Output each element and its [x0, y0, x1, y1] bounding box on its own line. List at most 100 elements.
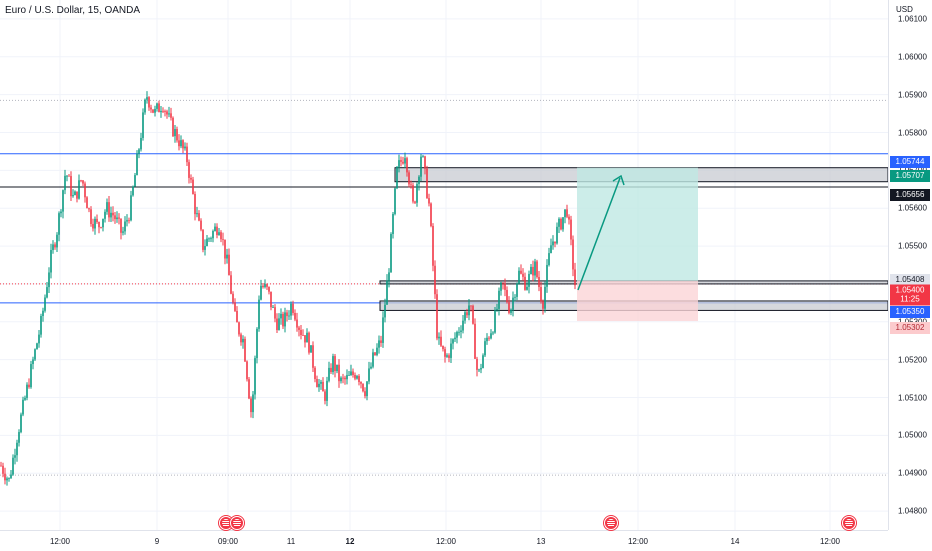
candle-body: [212, 230, 214, 239]
candle-body: [402, 161, 404, 164]
candle-body: [330, 367, 332, 373]
price-tick-label: 1.05500: [898, 241, 927, 251]
candle-body: [84, 183, 86, 198]
time-scale[interactable]: [0, 530, 888, 551]
chart-pane[interactable]: [0, 0, 888, 530]
candle-body: [358, 376, 360, 383]
candle-body: [0, 465, 2, 467]
candle-body: [16, 442, 18, 456]
candle-body: [66, 175, 68, 177]
candle-body: [360, 382, 362, 384]
candle-countdown-label: 11:25: [900, 294, 920, 304]
candle-body: [558, 218, 560, 227]
candle-body: [384, 304, 386, 318]
candle-body: [252, 394, 254, 413]
candle-body: [222, 239, 224, 241]
candle-body: [446, 355, 448, 357]
symbol-title[interactable]: Euro / U.S. Dollar, 15, OANDA: [5, 5, 141, 16]
candle-body: [326, 380, 328, 401]
candle-body: [134, 175, 136, 187]
candle-body: [86, 197, 88, 209]
position-overlay[interactable]: [577, 167, 698, 322]
candle-body: [396, 166, 398, 189]
candle-body: [428, 198, 430, 204]
candle-body: [220, 232, 222, 240]
candle-body: [194, 193, 196, 215]
candle-body: [208, 238, 210, 240]
candle-body: [204, 246, 206, 250]
candle-body: [464, 312, 466, 321]
economic-event-us-flag-icon[interactable]: [230, 516, 244, 530]
candle-body: [284, 312, 286, 327]
candle-body: [480, 368, 482, 370]
candle-body: [138, 149, 140, 154]
candle-body: [356, 376, 358, 379]
candle-body: [64, 175, 66, 191]
candle-body: [76, 191, 78, 199]
current-price-label: 1.05400: [895, 285, 925, 295]
candle-body: [362, 383, 364, 392]
candle-body: [538, 277, 540, 287]
candle-body: [142, 112, 144, 138]
candle-body: [424, 156, 426, 169]
candle-body: [398, 160, 400, 167]
candle-body: [320, 381, 322, 384]
candle-body: [530, 266, 532, 275]
candle-body: [22, 399, 24, 415]
candle-body: [26, 384, 28, 398]
candle-body: [504, 283, 506, 290]
price-scale[interactable]: [888, 0, 932, 530]
candle-body: [20, 414, 22, 433]
candle-body: [62, 190, 64, 212]
price-tick-label: 1.04900: [898, 468, 927, 478]
price-label-level-3: 1.05350: [890, 306, 930, 318]
candle-body: [4, 473, 6, 481]
candle-body: [34, 349, 36, 360]
candle-body: [232, 293, 234, 303]
candle-body: [460, 330, 462, 332]
candle-body: [340, 377, 342, 382]
economic-event-us-flag-icon[interactable]: [842, 516, 856, 530]
candle-body: [528, 274, 530, 287]
candle-body: [196, 213, 198, 215]
candle-body: [244, 338, 246, 362]
candle-body: [344, 377, 346, 380]
candle-body: [546, 264, 548, 287]
candle-body: [556, 226, 558, 244]
candle-body: [276, 318, 278, 331]
candle-body: [226, 254, 228, 259]
candle-body: [544, 286, 546, 309]
candle-body: [206, 238, 208, 247]
candle-body: [552, 241, 554, 246]
candle-body: [224, 239, 226, 259]
candle-body: [462, 320, 464, 331]
time-tick-label: 12:00: [627, 537, 649, 546]
price-label-level-2: 1.05656: [890, 189, 930, 201]
candle-body: [162, 110, 164, 112]
time-tick-label: 12:00: [819, 537, 841, 546]
projection-arrowhead: [612, 174, 625, 186]
drawing-layer[interactable]: [0, 99, 888, 476]
candle-body: [96, 218, 98, 223]
price-label-stop: 1.05302: [890, 322, 930, 334]
candle-body: [6, 478, 8, 481]
candle-body: [190, 177, 192, 180]
price-chart[interactable]: [0, 0, 888, 530]
candle-body: [274, 307, 276, 319]
candle-body: [278, 318, 280, 331]
economic-event-us-flag-icon[interactable]: [604, 516, 618, 530]
candle-body: [228, 254, 230, 276]
price-tick-label: 1.04800: [898, 506, 927, 516]
candle-body: [392, 213, 394, 235]
candle-body: [572, 239, 574, 270]
candle-body: [510, 309, 512, 313]
candle-body: [338, 364, 340, 382]
candle-body: [520, 270, 522, 274]
candle-body: [192, 179, 194, 194]
candle-body: [264, 284, 266, 288]
candle-body: [298, 327, 300, 330]
candle-body: [442, 345, 444, 350]
candle-body: [350, 371, 352, 376]
candle-body: [564, 209, 566, 218]
candle-body: [400, 160, 402, 162]
